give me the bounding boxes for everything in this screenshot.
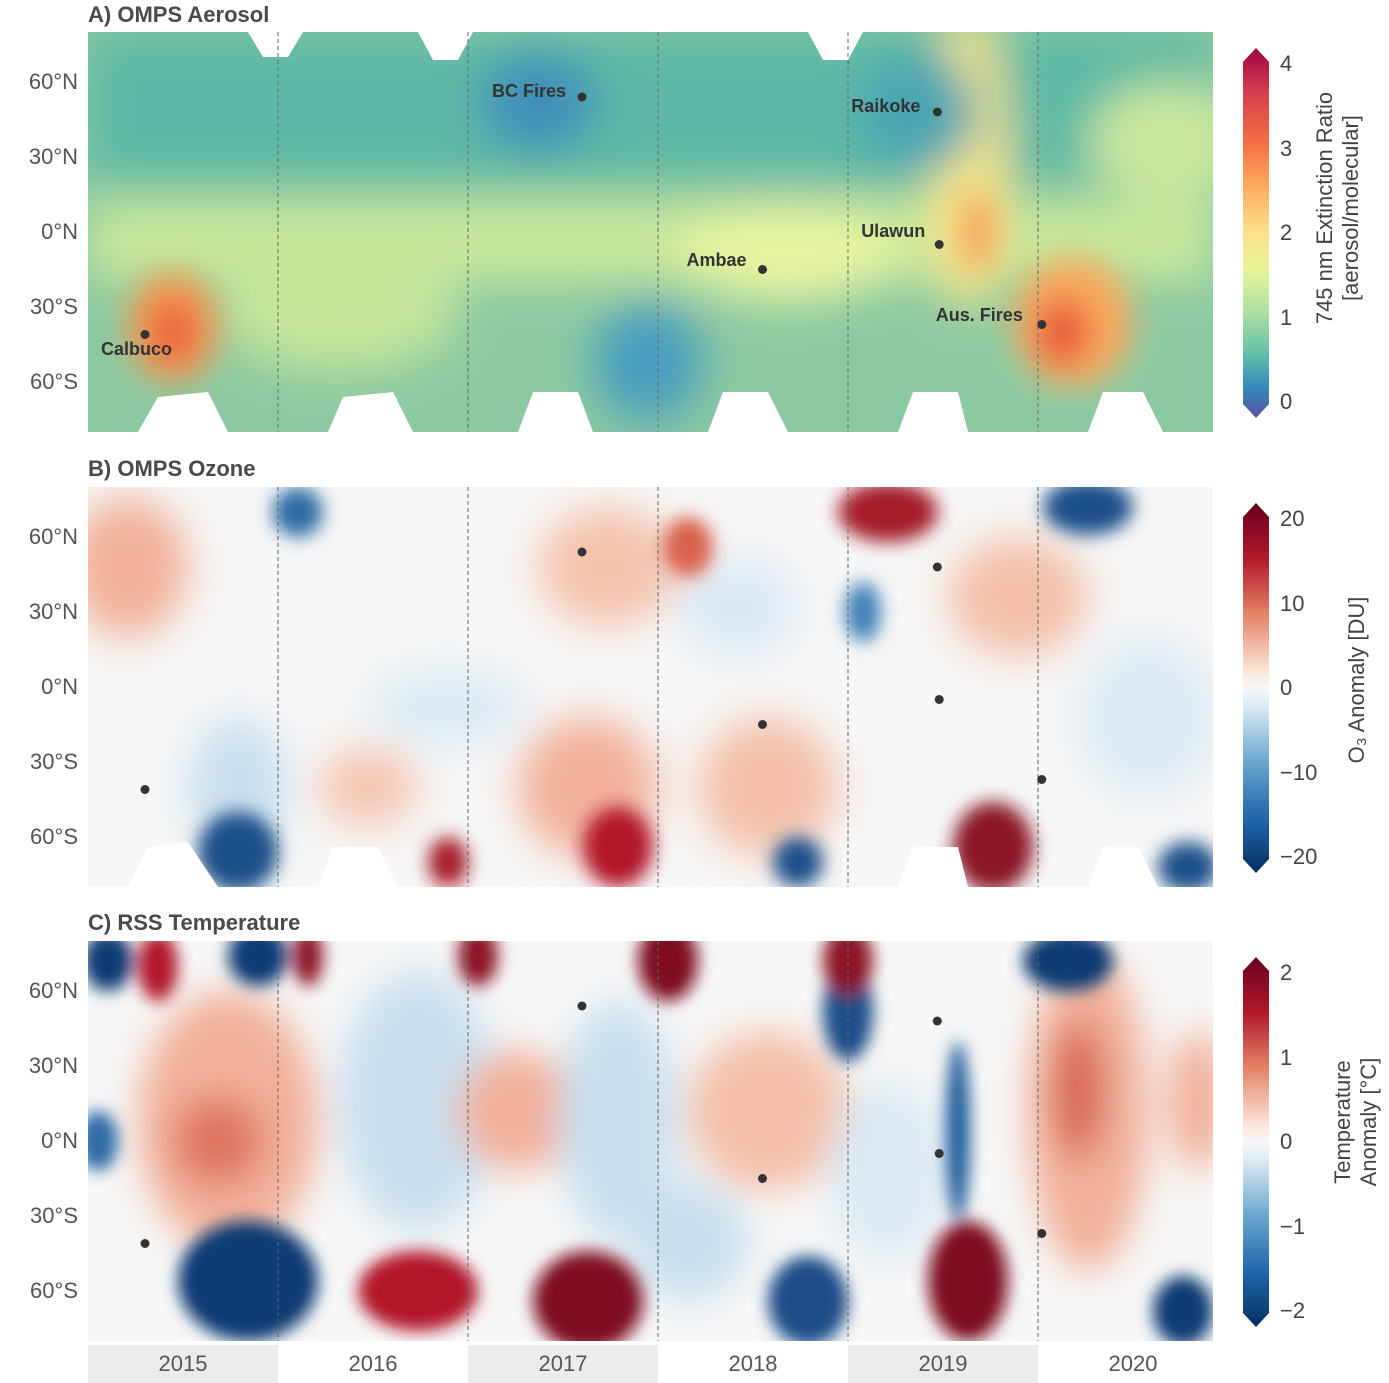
colorbar-tick-label: 0 — [1280, 675, 1293, 700]
event-marker — [932, 562, 942, 572]
colorbar-tick-label: 1 — [1280, 1044, 1293, 1070]
event-marker — [577, 92, 587, 102]
colorbar-tick-label: −20 — [1280, 844, 1318, 869]
event-label: Ulawun — [861, 220, 926, 241]
year-label: 2018 — [658, 1345, 848, 1383]
event-marker — [577, 1001, 587, 1011]
aerosol-map — [88, 32, 1213, 432]
panel-c-title: C) RSS Temperature — [88, 910, 301, 935]
event-marker — [140, 785, 150, 794]
event-marker — [1037, 1229, 1047, 1238]
event-marker — [140, 330, 150, 339]
event-marker — [932, 107, 942, 117]
ozone-map — [88, 487, 1213, 887]
event-marker — [1037, 775, 1047, 784]
year-label: 2017 — [468, 1345, 658, 1383]
colorbar-tick-label: 10 — [1280, 590, 1305, 616]
panel-a-title: A) OMPS Aerosol — [88, 2, 270, 27]
colorbar-tick-label: 3 — [1280, 135, 1293, 161]
colorbar-tick-label: 2 — [1280, 220, 1293, 245]
latitude-tick-label: 60°N — [28, 524, 78, 549]
latitude-tick-label: 0°N — [41, 1128, 78, 1153]
latitude-tick-label: 60°N — [28, 978, 78, 1003]
latitude-tick-label: 60°N — [28, 69, 78, 94]
colorbar-tick-label: 20 — [1280, 506, 1305, 531]
colorbar-tick-label: −10 — [1280, 759, 1318, 785]
colorbar-tick-label: −1 — [1280, 1213, 1306, 1239]
latitude-tick-label: 60°S — [30, 1278, 78, 1303]
event-label: Raikoke — [851, 96, 921, 116]
colorbar-tick-label: 0 — [1280, 389, 1293, 414]
event-marker — [758, 720, 767, 729]
event-marker — [758, 1174, 767, 1183]
event-marker — [934, 240, 944, 249]
latitude-tick-label: 0°N — [41, 219, 78, 244]
latitude-tick-label: 30°S — [30, 749, 78, 774]
colorbar-a-label: 745 nm Extinction Ratio [aerosol/molecul… — [1312, 91, 1363, 325]
colorbar-tick-label: 4 — [1280, 51, 1293, 76]
colorbar-tick-label: −2 — [1280, 1298, 1306, 1323]
year-label: 2020 — [1038, 1345, 1228, 1383]
latitude-tick-label: 60°S — [30, 824, 78, 849]
colorbar-b-label: O₃ Anomaly [DU] — [1344, 596, 1369, 764]
panel-b-title: B) OMPS Ozone — [88, 456, 256, 481]
year-label: 2016 — [278, 1345, 468, 1383]
event-label: BC Fires — [492, 81, 567, 101]
colorbar-c-label: Temperature Anomaly [°C] — [1330, 1057, 1381, 1187]
latitude-tick-label: 30°N — [28, 599, 78, 624]
colorbar-a — [1243, 48, 1269, 418]
latitude-tick-label: 0°N — [41, 674, 78, 699]
temperature-map — [88, 941, 1213, 1341]
latitude-tick-label: 30°S — [30, 1203, 78, 1228]
event-marker — [758, 265, 767, 274]
colorbar-tick-label: 1 — [1280, 304, 1293, 330]
latitude-tick-label: 60°S — [30, 369, 78, 394]
latitude-tick-label: 30°S — [30, 294, 78, 319]
event-marker — [140, 1239, 150, 1248]
event-marker — [577, 547, 587, 557]
colorbar-tick-label: 0 — [1280, 1129, 1293, 1154]
colorbar-c — [1243, 957, 1269, 1327]
event-label: Aus. Fires — [935, 304, 1023, 325]
event-marker — [934, 1149, 944, 1158]
year-label: 2015 — [88, 1345, 278, 1383]
colorbar-b — [1243, 503, 1269, 873]
event-label: Calbuco — [101, 338, 173, 359]
year-label: 2019 — [848, 1345, 1038, 1383]
colorbar-tick-label: 2 — [1280, 960, 1293, 985]
event-label: Ambae — [686, 249, 747, 270]
event-marker — [1037, 320, 1047, 329]
event-marker — [934, 695, 944, 704]
latitude-tick-label: 30°N — [28, 1053, 78, 1078]
latitude-tick-label: 30°N — [28, 144, 78, 169]
event-marker — [932, 1016, 942, 1026]
